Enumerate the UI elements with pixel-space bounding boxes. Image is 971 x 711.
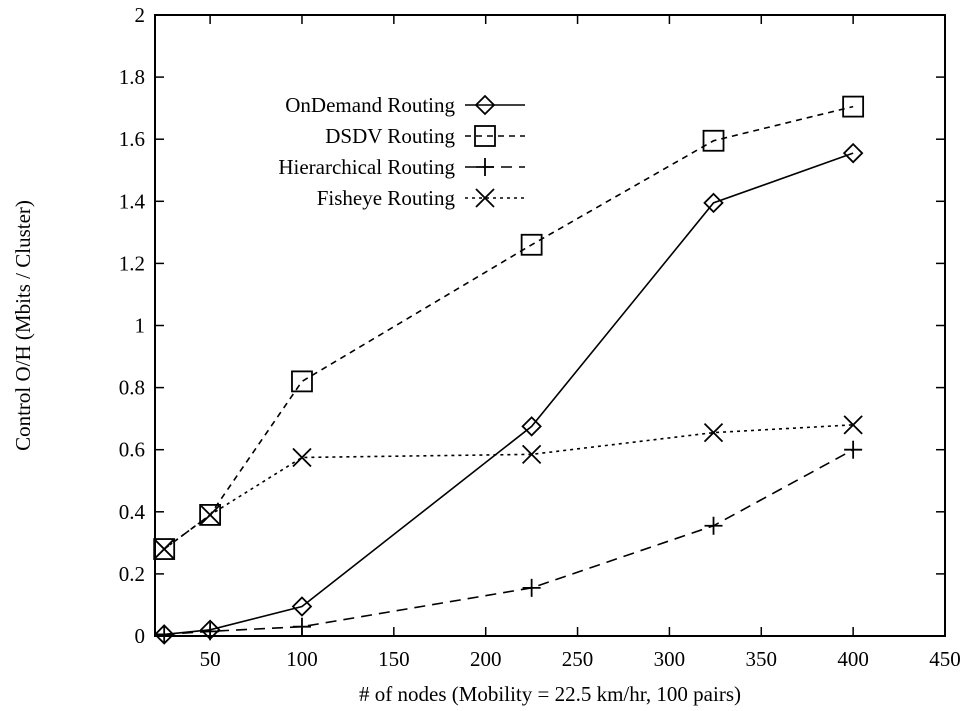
x-tick-label: 350 <box>746 647 778 671</box>
legend-entry: OnDemand Routing <box>285 93 525 117</box>
legend-entry: Fisheye Routing <box>317 186 525 210</box>
data-point-plus <box>522 578 541 597</box>
data-point-cross <box>200 505 220 525</box>
series-line <box>164 152 854 636</box>
legend-label: DSDV Routing <box>325 124 455 148</box>
plot-frame <box>154 14 946 637</box>
legend-entry: DSDV Routing <box>325 124 525 148</box>
data-point-diamond <box>521 416 542 437</box>
y-tick-label: 2 <box>135 3 146 27</box>
series-line <box>163 424 854 550</box>
legend-marker-cross <box>475 188 495 208</box>
series-diamond <box>153 142 864 645</box>
series-line <box>163 105 854 550</box>
x-tick-label: 50 <box>200 647 221 671</box>
series-plus <box>155 440 863 644</box>
x-axis-label: # of nodes (Mobility = 22.5 km/hr, 100 p… <box>359 682 741 706</box>
y-tick-label: 0.8 <box>119 376 145 400</box>
x-tick-label: 400 <box>837 647 869 671</box>
legend-label: Fisheye Routing <box>317 186 456 210</box>
data-point-diamond <box>703 192 724 214</box>
y-tick-label: 0 <box>135 624 146 648</box>
data-point-square <box>702 129 725 152</box>
x-tick-label: 150 <box>378 647 410 671</box>
data-point-cross <box>154 539 174 559</box>
y-axis-label: Control O/H (Mbits / Cluster) <box>11 200 35 451</box>
x-tick-label: 300 <box>654 647 686 671</box>
legend-marker-square <box>474 125 496 147</box>
x-tick-label: 200 <box>470 647 502 671</box>
legend-label: Hierarchical Routing <box>278 155 455 179</box>
series-cross <box>154 415 863 559</box>
legend-marker-diamond <box>474 94 496 116</box>
data-point-plus <box>844 440 863 459</box>
data-point-square <box>199 504 222 526</box>
y-tick-label: 0.6 <box>119 438 145 462</box>
legend-label: OnDemand Routing <box>285 93 455 117</box>
y-tick-label: 1.4 <box>119 189 146 213</box>
data-point-square <box>153 538 176 560</box>
data-point-cross <box>843 415 863 435</box>
data-point-square <box>842 95 865 118</box>
series-square <box>153 95 865 560</box>
y-tick-label: 0.2 <box>119 562 145 586</box>
y-tick-label: 1.2 <box>119 251 145 275</box>
legend-marker-plus <box>476 158 494 176</box>
legend-entry: Hierarchical Routing <box>278 155 525 179</box>
x-tick-label: 450 <box>929 647 961 671</box>
data-point-square <box>291 370 313 393</box>
data-point-cross <box>292 447 312 468</box>
data-point-diamond <box>291 596 313 617</box>
data-point-plus <box>292 617 311 636</box>
data-point-plus <box>201 622 220 641</box>
data-point-diamond <box>842 142 864 164</box>
x-tick-label: 250 <box>562 647 594 671</box>
y-tick-label: 1.6 <box>119 127 145 151</box>
data-point-square <box>520 233 543 256</box>
legend: OnDemand Routing DSDV Routing Hierarchical… <box>278 93 525 210</box>
y-tick-label: 1.8 <box>119 65 145 89</box>
data-point-plus <box>704 516 723 535</box>
x-tick-label: 100 <box>286 647 318 671</box>
series-layer <box>153 95 865 645</box>
series-line <box>164 448 854 636</box>
y-tick-label: 1 <box>135 314 146 338</box>
y-tick-label: 0.4 <box>119 500 146 524</box>
data-point-cross <box>703 422 724 443</box>
data-point-cross <box>521 444 542 464</box>
data-point-plus <box>155 625 174 644</box>
